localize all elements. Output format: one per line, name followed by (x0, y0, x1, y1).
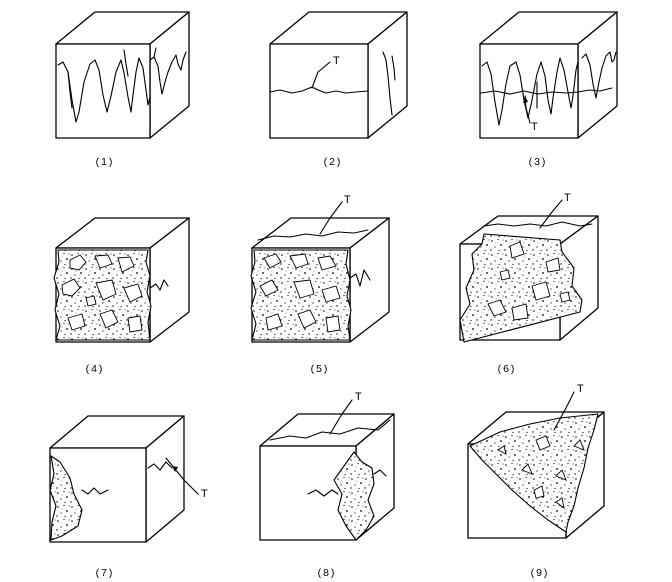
leader-line (311, 61, 331, 89)
panel-4 (53, 217, 190, 343)
marker-label: T (564, 192, 571, 204)
panel-8: T (259, 391, 395, 541)
caption-6: (6) (498, 363, 517, 375)
panel-9: T (467, 383, 605, 539)
aggregate-pieces (259, 253, 341, 333)
marker-label: T (333, 55, 340, 67)
caption-1: (1) (96, 156, 115, 168)
marker-label: T (531, 121, 538, 133)
cube (479, 11, 618, 139)
marker-label: T (355, 391, 362, 403)
panel-3: T (479, 11, 618, 139)
marker-label: T (577, 383, 584, 395)
caption-7: (7) (96, 567, 115, 579)
marker-label: T (201, 488, 208, 500)
vertical-fracture-lines (57, 57, 151, 123)
aggregate-pieces (487, 241, 571, 321)
caption-5: (5) (311, 363, 330, 375)
panel-6: T (459, 192, 599, 343)
panel-2: T (269, 11, 408, 139)
caption-9: (9) (531, 567, 550, 579)
caption-8: (8) (318, 567, 337, 579)
aggregate-pieces (61, 254, 143, 333)
caption-4: (4) (86, 363, 105, 375)
horizontal-fracture-line (269, 86, 369, 94)
diagonal-fracture-face (469, 413, 599, 533)
aggregate-pieces (497, 435, 585, 510)
caption-2: (2) (324, 156, 343, 168)
marker-label: T (344, 194, 351, 206)
caption-3: (3) (529, 156, 548, 168)
panel-7: T (49, 415, 208, 543)
panel-5: T (250, 194, 390, 343)
cube (269, 11, 408, 139)
panel-1 (55, 11, 190, 139)
spalled-fracture-face (49, 455, 83, 541)
